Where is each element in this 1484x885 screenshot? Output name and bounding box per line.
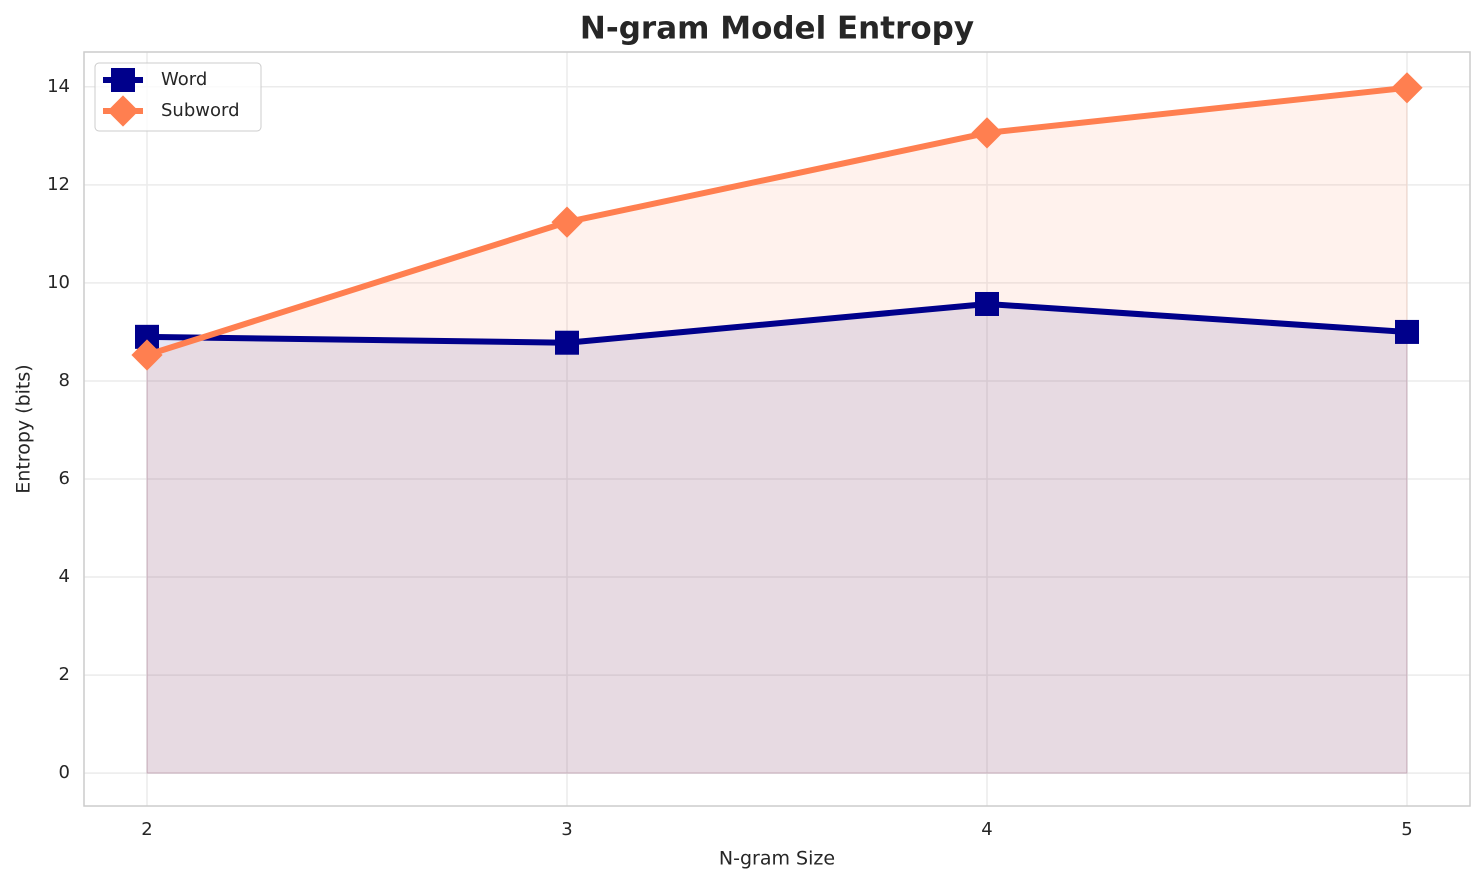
legend-label: Word: [161, 69, 207, 90]
lines: [131, 72, 1423, 371]
plot-frame: [83, 51, 1471, 807]
legend-marker: [107, 95, 139, 127]
x-tick-label: 2: [141, 819, 152, 840]
marker: [551, 206, 583, 238]
line: [146, 84, 1408, 358]
y-tick-label: 6: [59, 468, 70, 489]
x-tick-label: 5: [1401, 819, 1412, 840]
marker: [1395, 319, 1419, 344]
y-axis-label: Entropy (bits): [13, 364, 35, 493]
y-tick-label: 2: [59, 664, 70, 685]
legend: Word Subword: [94, 62, 262, 132]
chart-title: N-gram Model Entropy: [580, 11, 974, 47]
x-tick-label: 3: [561, 819, 572, 840]
y-tick-label: 0: [59, 762, 70, 783]
legend-label: Subword: [161, 100, 240, 121]
y-tick-label: 10: [47, 272, 70, 293]
y-tick-label: 8: [59, 370, 70, 391]
marker: [131, 339, 163, 371]
y-tick-label: 14: [47, 76, 70, 97]
line: [146, 300, 1408, 346]
y-tick-label: 12: [47, 174, 70, 195]
x-axis-label: N-gram Size: [719, 848, 835, 870]
y-tick-label: 4: [59, 566, 70, 587]
areas: [146, 87, 1408, 774]
grid: [84, 52, 1470, 806]
legend-marker: [111, 68, 135, 92]
x-tick-label: 4: [981, 819, 992, 840]
marker: [971, 117, 1003, 149]
area: [146, 87, 1408, 774]
marker: [975, 291, 999, 316]
marker: [1391, 72, 1423, 104]
marker: [555, 330, 579, 355]
